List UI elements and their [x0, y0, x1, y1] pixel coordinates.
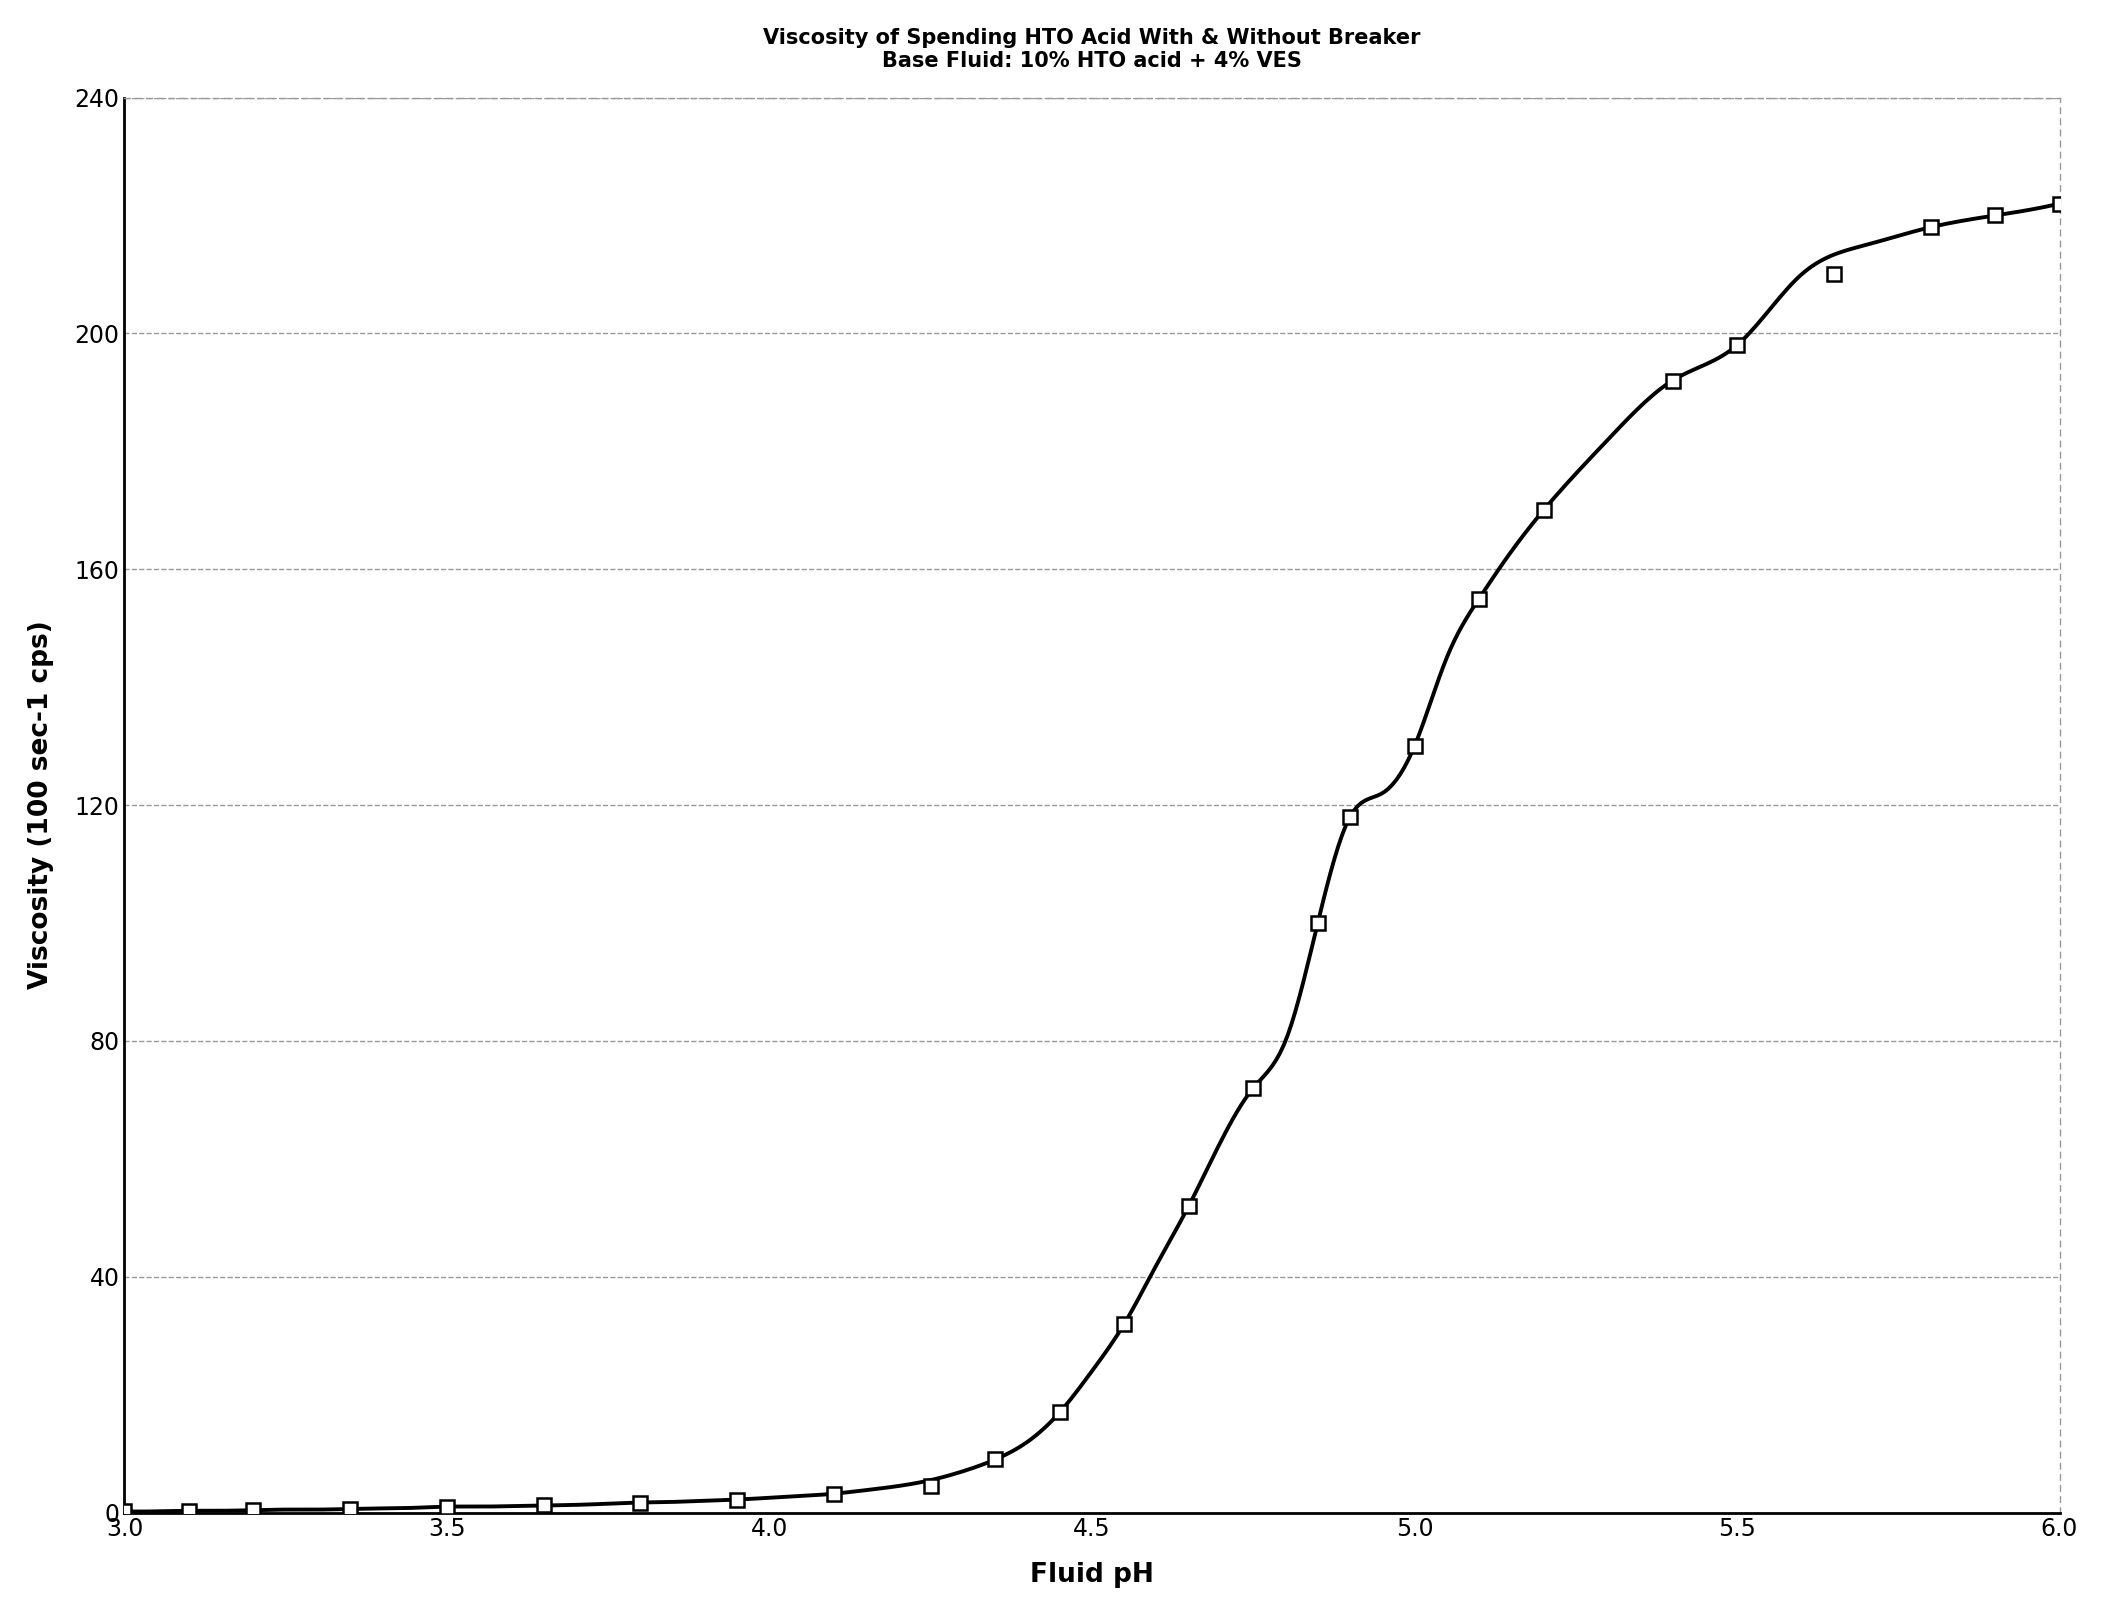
- Title: Viscosity of Spending HTO Acid With & Without Breaker
Base Fluid: 10% HTO acid +: Viscosity of Spending HTO Acid With & Wi…: [762, 27, 1422, 71]
- X-axis label: Fluid pH: Fluid pH: [1030, 1563, 1154, 1589]
- Y-axis label: Viscosity (100 sec-1 cps): Viscosity (100 sec-1 cps): [27, 621, 55, 989]
